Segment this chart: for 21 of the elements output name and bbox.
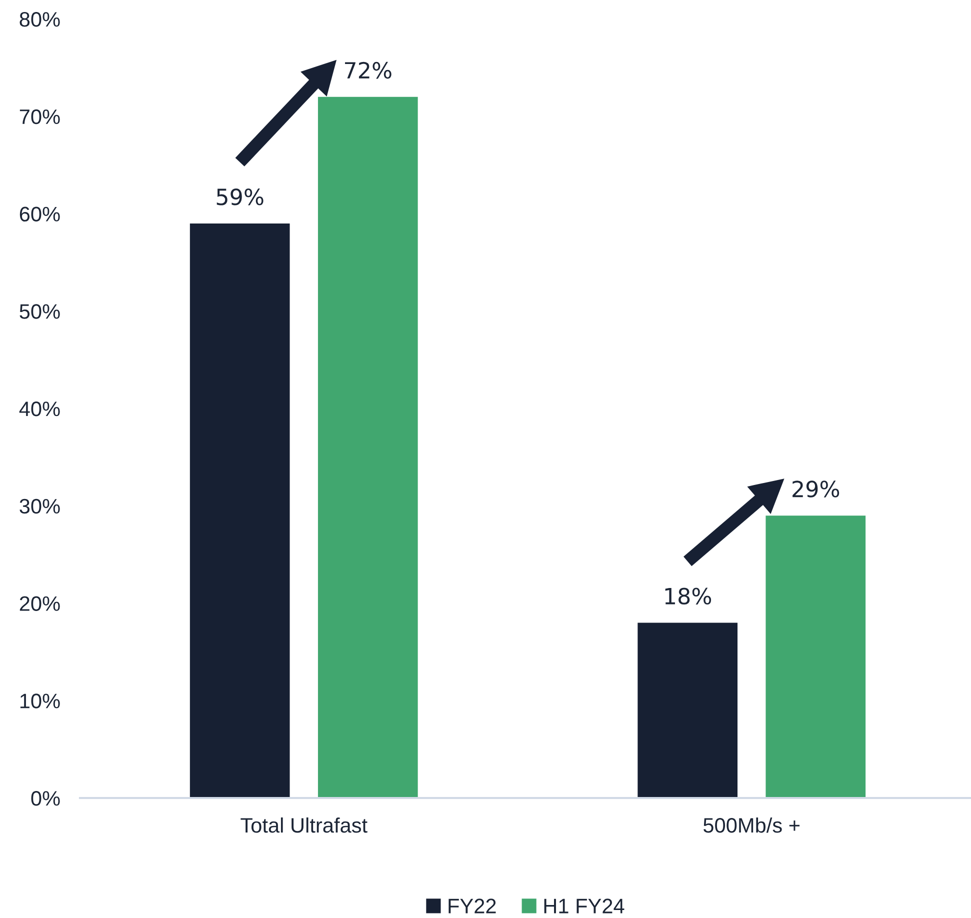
bar xyxy=(190,223,290,798)
y-tick-label: 70% xyxy=(20,109,60,124)
x-tick-label: Total Ultrafast xyxy=(240,817,368,833)
y-tick-label: 50% xyxy=(20,304,60,319)
data-label: 59% xyxy=(216,188,264,206)
y-tick-label: 40% xyxy=(19,402,60,416)
bar xyxy=(638,622,738,798)
y-tick-label: 30% xyxy=(20,498,60,514)
y-tick-label: 60% xyxy=(20,206,60,222)
y-tick-label: 20% xyxy=(20,596,60,612)
y-tick-label: 0% xyxy=(31,791,60,806)
legend-label: FY22 xyxy=(448,898,496,914)
y-tick-label: 80% xyxy=(20,12,60,27)
x-tick-label: 500Mb/s + xyxy=(704,817,800,833)
data-label: 29% xyxy=(792,480,840,498)
bar xyxy=(766,516,866,798)
legend-label: H1 FY24 xyxy=(544,898,624,914)
y-tick-label: 10% xyxy=(20,694,60,708)
bar xyxy=(318,96,418,798)
data-label: 18% xyxy=(665,588,712,605)
data-label: 72% xyxy=(345,62,392,79)
